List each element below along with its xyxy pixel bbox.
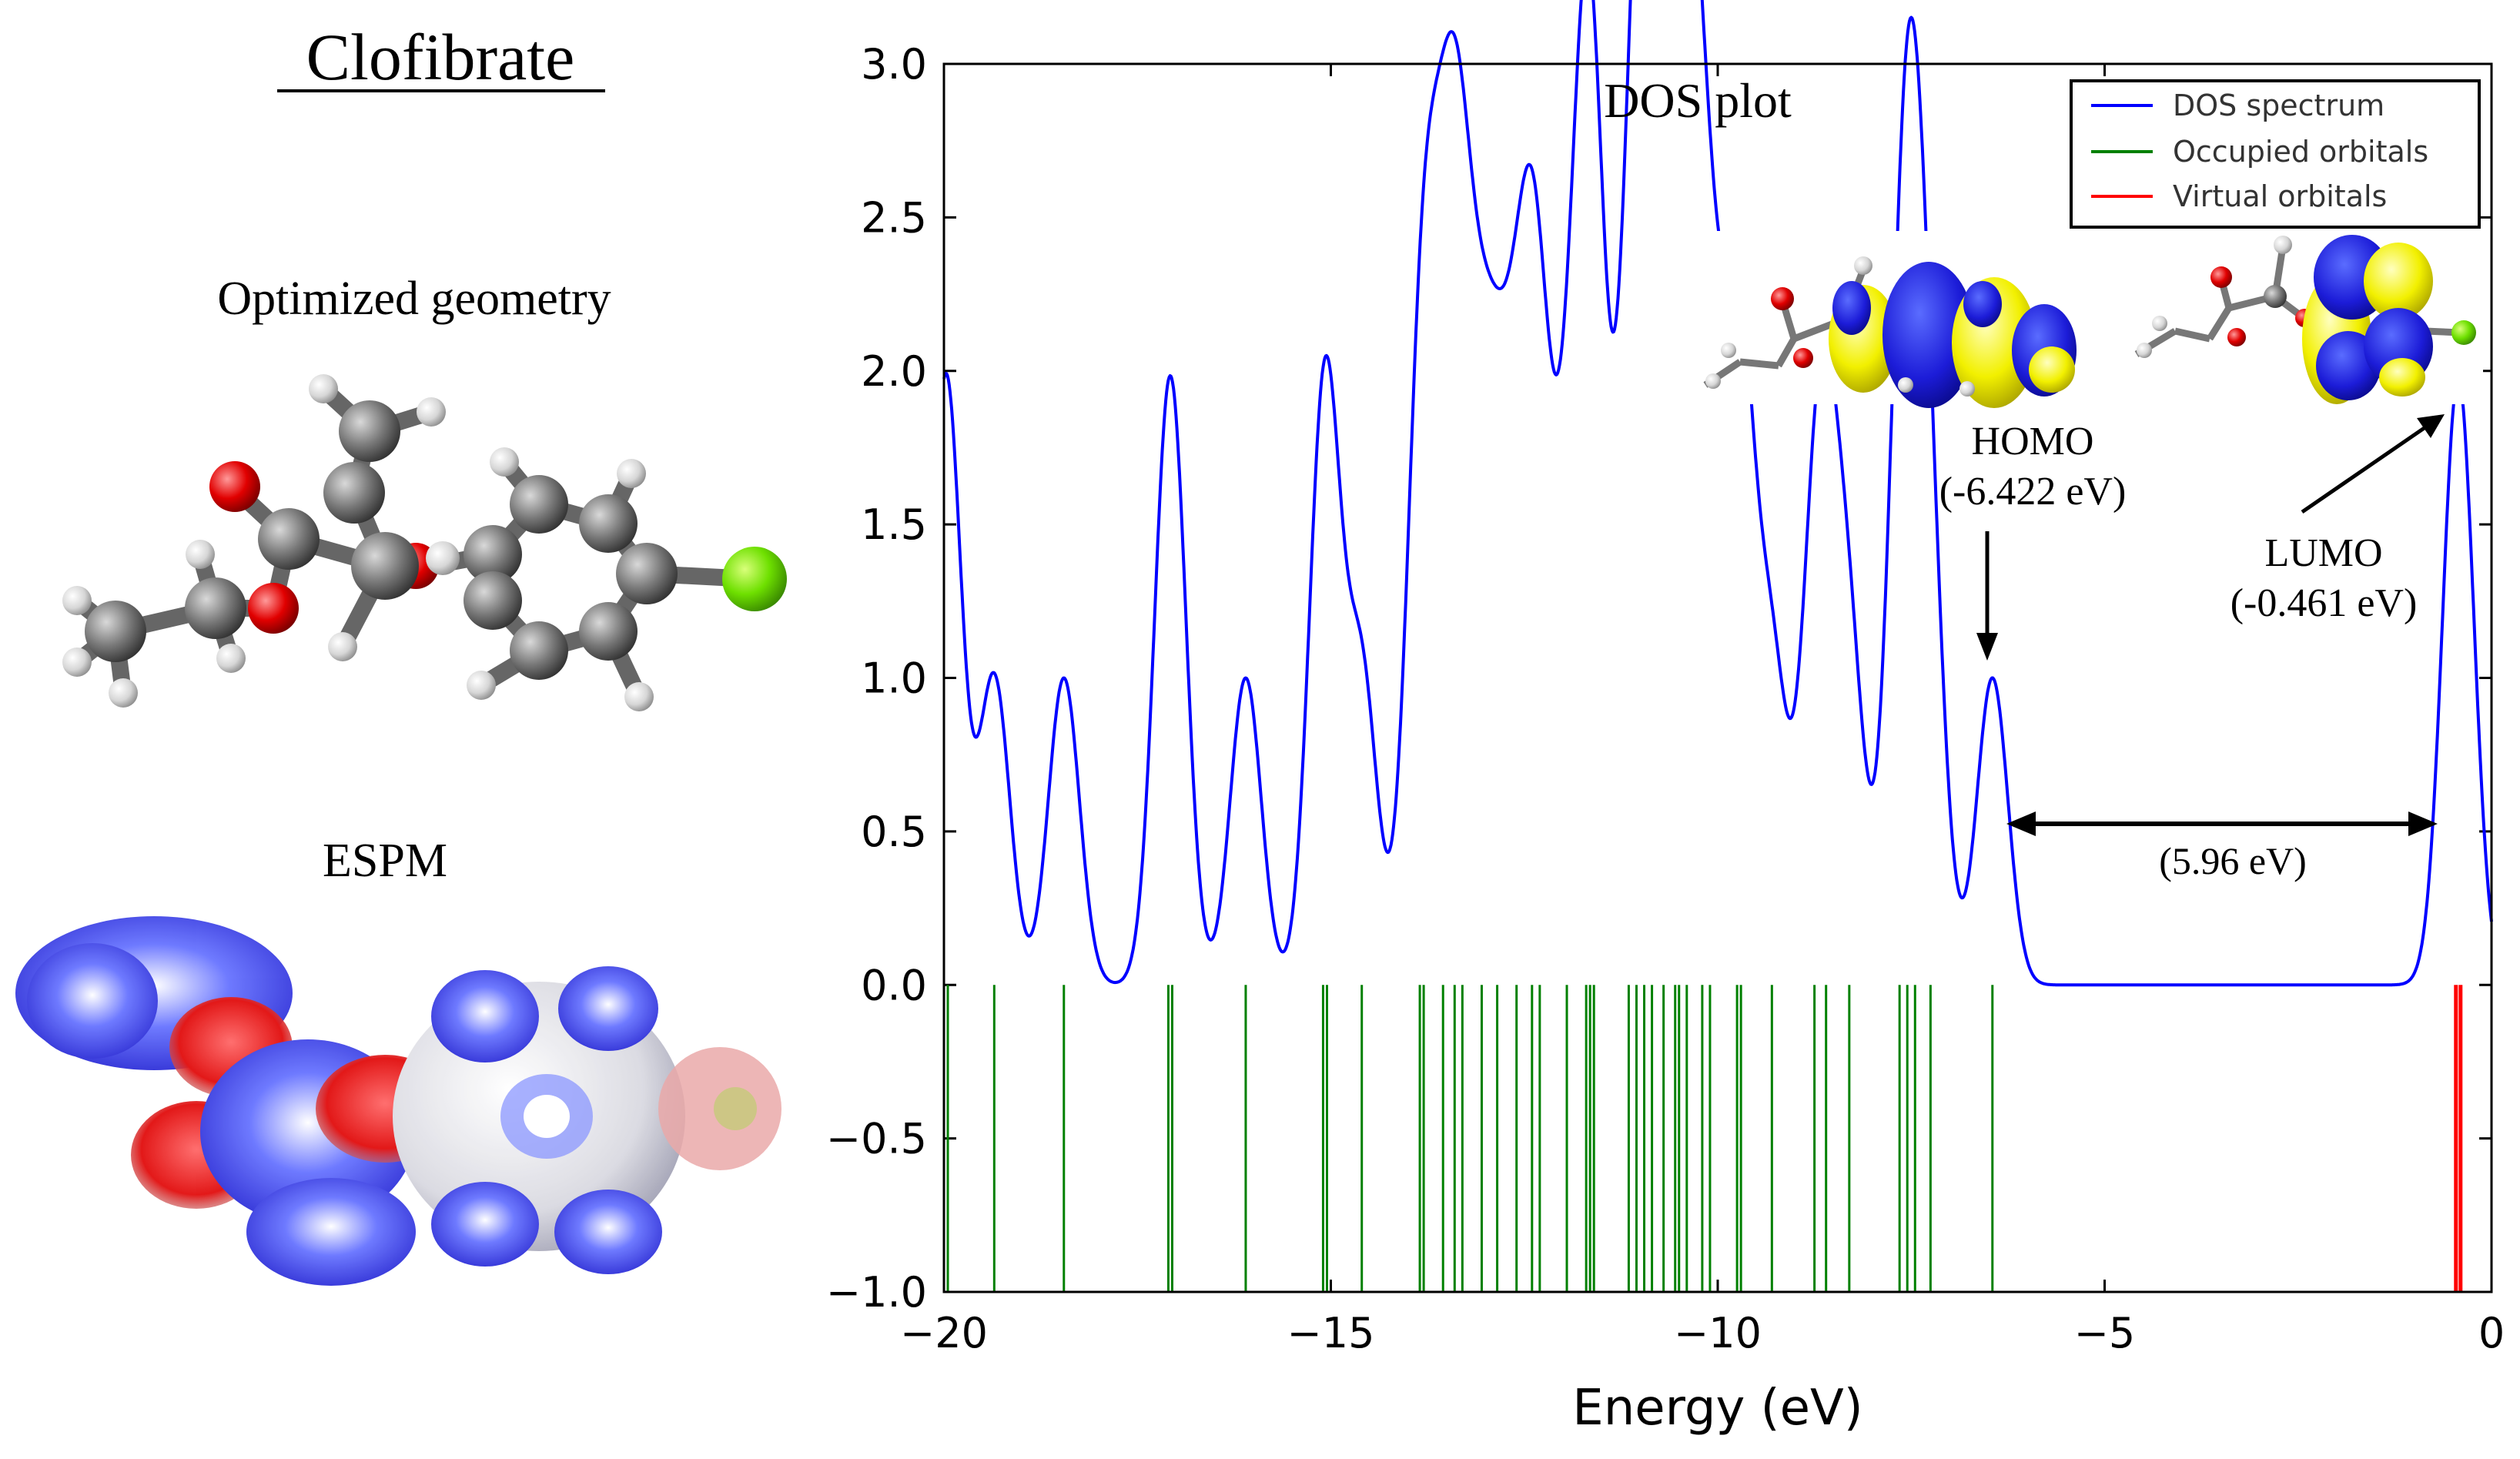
legend-label-virtual: Virtual orbitals xyxy=(2173,179,2387,213)
y-tick-label-2: 2.0 xyxy=(861,347,927,396)
x-tick-label-2: −10 xyxy=(1674,1309,1762,1357)
homo-arrowhead xyxy=(1976,633,1998,661)
y-tick-label-6: 0.0 xyxy=(861,961,927,1009)
x-axis-label: Energy (eV) xyxy=(1572,1380,1863,1437)
gap-arrowhead-left xyxy=(2006,811,2036,836)
lumo-orbital-image xyxy=(2129,231,2483,404)
y-tick-label-5: 0.5 xyxy=(861,808,927,856)
y-tick-label-0: 3.0 xyxy=(861,40,927,89)
y-tick-label-4: 1.0 xyxy=(861,654,927,703)
y-tick-label-7: −0.5 xyxy=(826,1115,927,1163)
homo-orbital-image xyxy=(1698,231,2083,408)
lumo-label: LUMO xyxy=(2264,531,2382,575)
x-tick-label-4: 0 xyxy=(2478,1309,2505,1357)
optimized-geometry-molecule xyxy=(62,374,787,711)
legend: DOS spectrum Occupied orbitals Virtual o… xyxy=(2070,79,2481,229)
x-tick-label-1: −15 xyxy=(1287,1309,1375,1357)
espm-label: ESPM xyxy=(323,835,447,887)
y-tick-labels: 3.0 2.5 2.0 1.5 1.0 0.5 0.0 −0.5 −1.0 xyxy=(826,40,927,1317)
occupied-orbital-lines xyxy=(942,985,1994,1292)
y-tick-label-3: 1.5 xyxy=(861,500,927,549)
homo-label: HOMO xyxy=(1972,420,2094,463)
espm-surface xyxy=(15,916,781,1286)
lumo-arrow xyxy=(2301,425,2427,514)
legend-label-dos: DOS spectrum xyxy=(2173,89,2384,122)
virtual-orbital-lines xyxy=(2454,985,2463,1292)
lumo-arrowhead xyxy=(2417,414,2445,438)
x-tick-label-3: −5 xyxy=(2074,1309,2136,1357)
gap-label: (5.96 eV) xyxy=(2159,839,2307,882)
x-tick-label-0: −20 xyxy=(900,1309,988,1357)
compound-name: Clofibrate xyxy=(306,20,575,94)
geometry-label: Optimized geometry xyxy=(217,273,611,325)
lumo-energy: (-0.461 eV) xyxy=(2231,581,2418,625)
plot-frame xyxy=(942,62,2493,1293)
x-tick-labels: −20 −15 −10 −5 0 xyxy=(900,1309,2505,1357)
dos-chart: 3.02.52.01.51.00.50.0−0.5−1.0 −20 −15 −10−… xyxy=(826,0,2505,1437)
chart-title: DOS plot xyxy=(1604,73,1792,128)
homo-energy: (-6.422 eV) xyxy=(1939,470,2127,514)
gap-arrowhead-right xyxy=(2408,811,2438,836)
y-tick-label-1: 2.5 xyxy=(861,193,927,242)
legend-label-occupied: Occupied orbitals xyxy=(2173,135,2428,169)
dos-spectrum-line xyxy=(942,0,2493,987)
y-tick-label-8: −1.0 xyxy=(826,1268,927,1317)
